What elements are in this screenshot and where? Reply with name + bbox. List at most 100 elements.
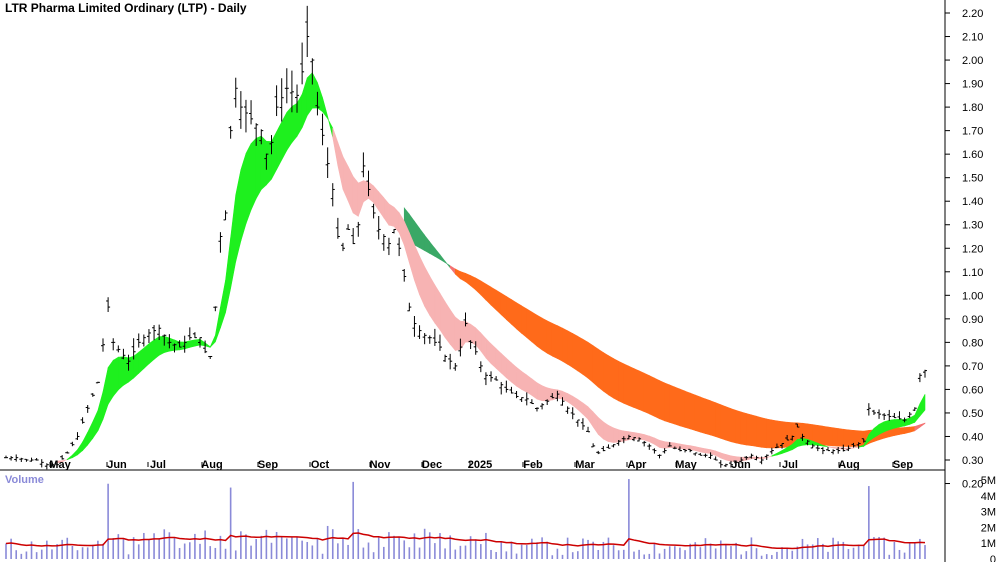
volume-bar <box>674 546 676 559</box>
volume-bar <box>291 537 293 559</box>
short-term-band-segment <box>143 343 150 370</box>
volume-tick-label: 2M <box>981 522 996 534</box>
long-term-band-segment <box>715 402 722 439</box>
long-term-band-segment <box>643 372 650 415</box>
volume-bar <box>35 552 38 559</box>
price-tick-label: 1.60 <box>962 149 983 161</box>
volume-bar <box>597 549 600 559</box>
month-label: Sep <box>258 459 278 471</box>
volume-bar <box>551 555 554 559</box>
volume-bar <box>306 541 309 559</box>
long-term-band-segment <box>649 375 655 417</box>
volume-bar <box>66 537 69 559</box>
long-term-band-segment <box>827 426 834 447</box>
volume-bar <box>924 545 926 559</box>
price-tick-label: 0.40 <box>962 431 983 443</box>
long-term-band-segment <box>567 330 574 369</box>
volume-bar <box>643 554 645 559</box>
price-tick-label: 0.50 <box>962 408 983 420</box>
volume-average-line <box>5 532 926 550</box>
long-term-band-segment <box>832 427 839 447</box>
price-tick-label: 1.10 <box>962 267 983 279</box>
long-term-band-segment <box>679 388 686 428</box>
volume-bar <box>832 537 834 559</box>
short-term-band-segment <box>255 135 262 200</box>
volume-bar <box>765 554 768 559</box>
month-axis: May Jun Jul Aug Sep Oct Nov Dec 2025 Feb Mar Apr May… <box>49 459 913 471</box>
long-term-band-segment <box>521 305 528 339</box>
volume-bar <box>112 538 115 559</box>
short-term-band-segment <box>725 454 732 462</box>
volume-bar <box>143 532 145 559</box>
volume-bar <box>668 546 671 559</box>
long-term-band-segment <box>689 392 696 431</box>
volume-bar <box>612 545 615 559</box>
month-label: Aug <box>201 459 222 471</box>
short-term-band-segment <box>603 421 609 443</box>
volume-bar <box>602 541 605 559</box>
volume-bar <box>531 538 533 559</box>
short-term-band-segment <box>541 385 548 402</box>
volume-bar <box>122 538 125 559</box>
month-label: Sep <box>893 459 913 471</box>
long-term-band-segment <box>843 428 849 447</box>
long-term-band-segment <box>894 427 900 436</box>
long-term-band-segment <box>551 322 558 359</box>
volume-bar <box>771 555 773 559</box>
volume-bar <box>704 538 707 559</box>
short-term-band-segment <box>286 105 293 152</box>
volume-bar <box>908 543 911 559</box>
volume-bar <box>280 536 283 559</box>
short-term-band-segment <box>802 438 808 446</box>
price-tick-label: 0.70 <box>962 361 983 373</box>
month-label: May <box>49 459 71 471</box>
month-label: Jul <box>150 459 166 471</box>
volume-bar <box>755 548 758 559</box>
volume-bar <box>735 542 737 559</box>
short-term-band-segment <box>689 445 696 451</box>
volume-bar <box>153 533 155 559</box>
long-term-band-segment <box>587 341 594 384</box>
price-tick-label: 2.00 <box>962 55 983 67</box>
volume-bar <box>56 544 58 559</box>
volume-bar <box>229 487 232 559</box>
long-term-band-segment <box>710 400 716 437</box>
volume-bar <box>648 553 651 559</box>
volume-bar <box>183 543 186 559</box>
month-label: Jun <box>731 459 751 471</box>
chart-title: LTR Pharma Limited Ordinary (LTP) - Dail… <box>5 1 247 15</box>
long-term-band-segment <box>577 335 584 376</box>
volume-bar <box>827 551 829 559</box>
volume-bar <box>178 547 181 559</box>
volume-title: Volume <box>5 474 44 486</box>
short-term-band-segment <box>123 356 129 386</box>
volume-bar <box>5 543 7 559</box>
short-term-band-segment <box>904 417 910 427</box>
long-term-band-segment <box>674 386 681 427</box>
short-term-band-segment <box>664 441 671 449</box>
short-term-band-segment <box>470 323 477 346</box>
volume-tick-label: 0 <box>990 554 996 562</box>
long-term-band-segment <box>500 292 507 321</box>
volume-bar <box>837 541 840 559</box>
volume-bar <box>148 539 150 559</box>
volume-bar <box>740 554 742 559</box>
volume-bar <box>847 549 850 559</box>
price-tick-label: 0.20 <box>962 479 983 491</box>
short-term-band-segment <box>618 429 625 443</box>
volume-bar <box>250 545 252 559</box>
volume-bar <box>791 550 794 559</box>
price-tick-label: 2.20 <box>962 8 983 20</box>
month-label: Mar <box>575 459 595 471</box>
volume-bar <box>347 544 349 559</box>
volume-bar <box>383 546 385 559</box>
volume-bar <box>234 550 237 559</box>
short-term-band-segment <box>138 347 145 374</box>
volume-bar <box>127 554 130 559</box>
short-term-band-segment <box>888 419 895 431</box>
volume-bar <box>168 532 171 559</box>
price-tick-label: 1.80 <box>962 102 983 114</box>
long-term-band-segment <box>817 425 824 446</box>
volume-bar <box>71 546 74 559</box>
long-term-band-segment <box>526 308 533 343</box>
